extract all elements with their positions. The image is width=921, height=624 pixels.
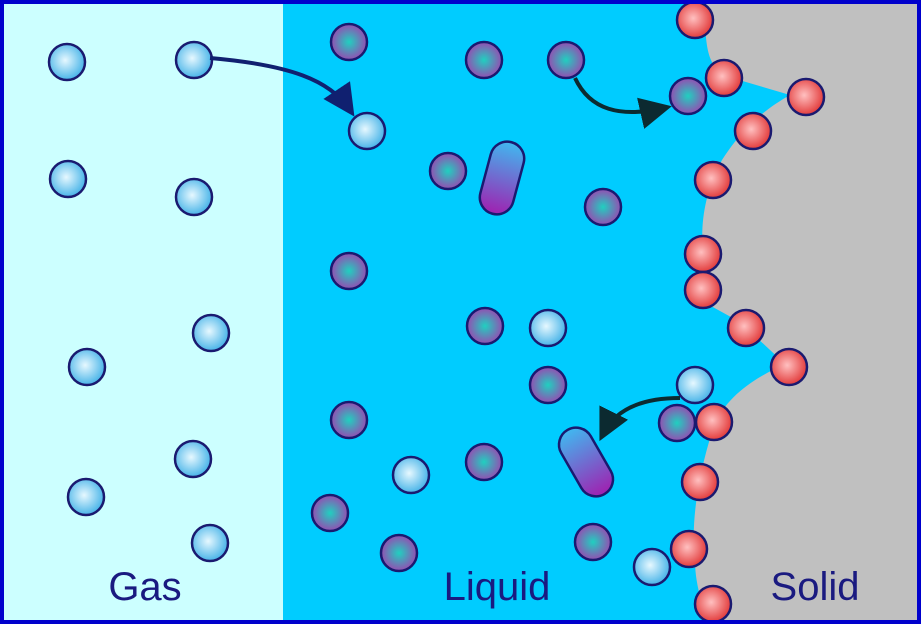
molecule	[677, 2, 713, 38]
molecule	[331, 253, 367, 289]
molecule	[393, 457, 429, 493]
molecule	[331, 402, 367, 438]
molecule	[467, 308, 503, 344]
molecule	[466, 42, 502, 78]
molecule	[659, 405, 695, 441]
molecule	[634, 549, 670, 585]
solid-label: Solid	[771, 565, 860, 609]
molecule	[193, 315, 229, 351]
molecule	[695, 586, 731, 622]
molecule	[735, 113, 771, 149]
molecule	[68, 479, 104, 515]
molecule	[331, 24, 367, 60]
molecule	[381, 535, 417, 571]
molecule	[530, 367, 566, 403]
molecule	[696, 404, 732, 440]
molecule	[706, 60, 742, 96]
molecule	[466, 444, 502, 480]
molecule	[575, 524, 611, 560]
gas-label: Gas	[108, 565, 181, 609]
molecule	[49, 44, 85, 80]
molecule	[585, 189, 621, 225]
molecule	[685, 236, 721, 272]
molecule	[530, 310, 566, 346]
molecule	[192, 525, 228, 561]
molecule	[69, 349, 105, 385]
molecule	[728, 310, 764, 346]
molecule	[349, 113, 385, 149]
molecule	[671, 531, 707, 567]
molecule	[695, 162, 731, 198]
molecule	[312, 495, 348, 531]
page: {"labels": {"gas": "Gas", "liquid": "Liq…	[0, 0, 921, 624]
molecule	[670, 78, 706, 114]
molecule	[548, 42, 584, 78]
phase-diagram: Gas Liquid Solid	[0, 0, 921, 624]
molecule	[175, 441, 211, 477]
molecule	[685, 272, 721, 308]
molecule	[677, 367, 713, 403]
molecule	[50, 161, 86, 197]
molecule	[176, 179, 212, 215]
molecule	[430, 153, 466, 189]
molecule	[788, 79, 824, 115]
molecule	[771, 349, 807, 385]
liquid-label: Liquid	[444, 565, 551, 609]
molecule	[682, 464, 718, 500]
molecule	[176, 42, 212, 78]
